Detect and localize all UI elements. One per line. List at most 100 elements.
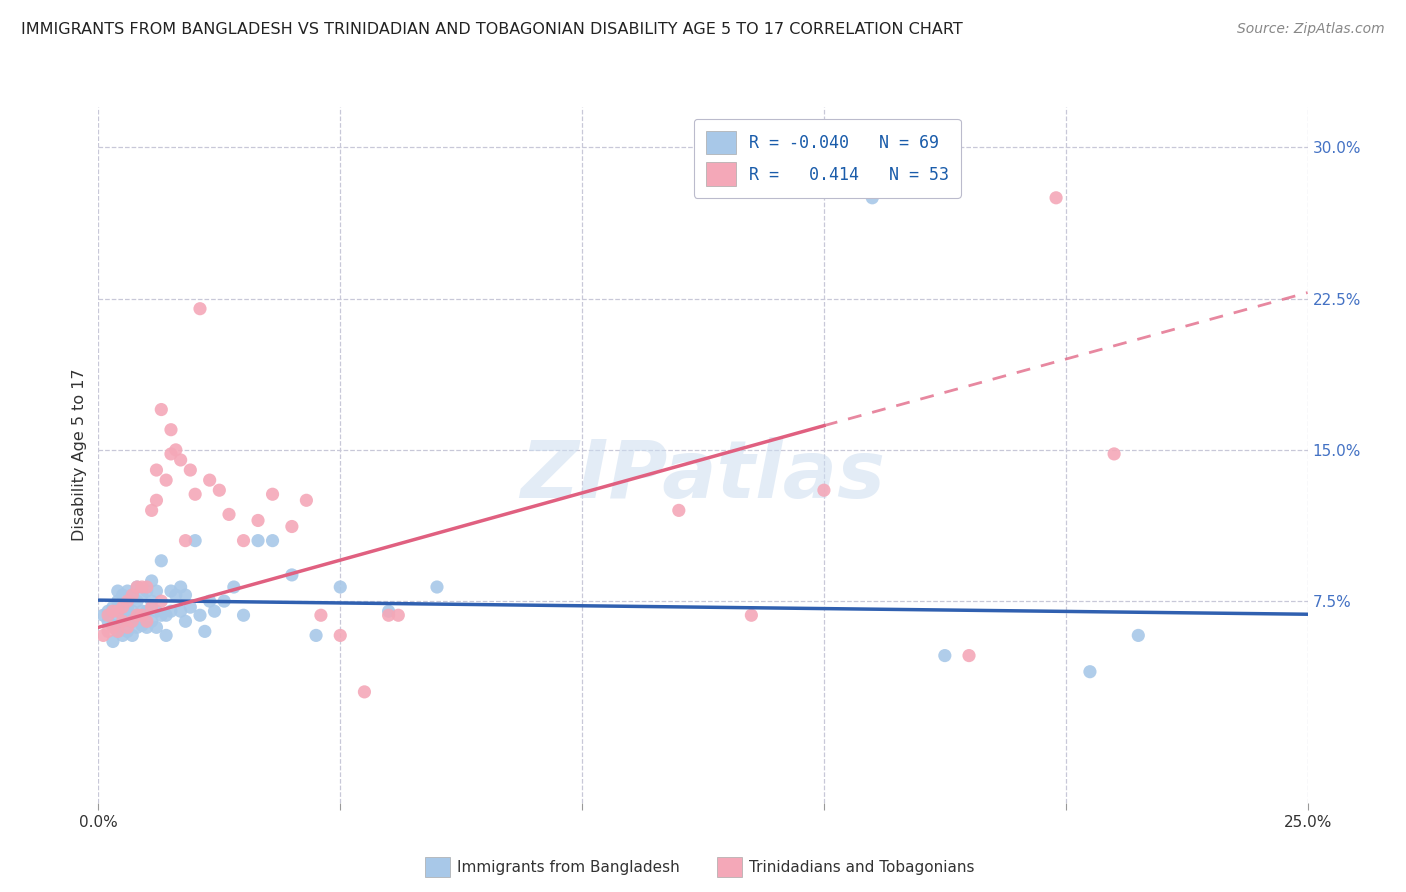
Point (117, 600, 139, 615)
Point (184, 533, 207, 548)
Point (1078, 665, 1101, 679)
Point (131, 580, 153, 594)
Point (131, 604, 153, 618)
Point (101, 604, 124, 618)
Point (97, 604, 120, 618)
Point (155, 628, 177, 642)
Point (111, 615, 134, 629)
Point (101, 618, 124, 632)
Point (121, 588, 143, 602)
Point (305, 628, 328, 642)
Point (377, 608, 399, 623)
Point (247, 513, 270, 527)
Point (1045, 191, 1067, 205)
Point (121, 615, 143, 629)
Point (262, 533, 284, 548)
Point (165, 588, 187, 602)
Point (117, 584, 139, 599)
Point (222, 580, 245, 594)
Point (174, 588, 197, 602)
Point (309, 608, 332, 623)
Point (155, 608, 177, 623)
Y-axis label: Disability Age 5 to 17: Disability Age 5 to 17 (72, 368, 87, 541)
Point (377, 604, 399, 618)
Point (107, 594, 129, 608)
Point (107, 604, 129, 618)
Point (141, 574, 163, 588)
Point (740, 608, 762, 623)
Point (107, 584, 129, 599)
Point (121, 615, 143, 629)
Point (198, 594, 221, 608)
Point (101, 634, 124, 648)
Point (160, 423, 183, 437)
Point (860, 191, 883, 205)
Point (97, 608, 120, 623)
Point (329, 628, 352, 642)
Point (145, 584, 167, 599)
Point (165, 442, 187, 457)
Point (957, 648, 980, 663)
Point (135, 615, 157, 629)
Point (121, 628, 143, 642)
Point (179, 463, 201, 477)
Point (155, 473, 177, 487)
Point (121, 588, 143, 602)
Point (188, 301, 211, 316)
Point (145, 620, 167, 634)
Point (91, 608, 114, 623)
Point (111, 615, 134, 629)
Point (131, 618, 153, 632)
Point (145, 463, 167, 477)
Point (247, 533, 270, 548)
Point (141, 615, 163, 629)
Point (135, 580, 157, 594)
Point (212, 594, 235, 608)
Text: Immigrants from Bangladesh: Immigrants from Bangladesh (457, 860, 679, 874)
Point (160, 604, 183, 618)
Text: IMMIGRANTS FROM BANGLADESH VS TRINIDADIAN AND TOBAGONIAN DISABILITY AGE 5 TO 17 : IMMIGRANTS FROM BANGLADESH VS TRINIDADIA… (21, 22, 963, 37)
Point (127, 608, 149, 623)
Point (353, 685, 375, 699)
Legend: R = -0.040   N = 69, R =   0.414   N = 53: R = -0.040 N = 69, R = 0.414 N = 53 (695, 119, 960, 198)
Point (145, 493, 167, 508)
Point (121, 604, 143, 618)
Point (117, 594, 139, 608)
Point (262, 487, 284, 501)
Point (117, 620, 139, 634)
Point (150, 402, 173, 417)
Point (117, 612, 139, 626)
Point (135, 620, 157, 634)
Point (1102, 447, 1125, 461)
Text: Source: ZipAtlas.com: Source: ZipAtlas.com (1237, 22, 1385, 37)
Point (111, 588, 134, 602)
Point (169, 580, 191, 594)
Point (127, 620, 149, 634)
Point (281, 519, 304, 533)
Text: Trinidadians and Tobagonians: Trinidadians and Tobagonians (749, 860, 974, 874)
Point (150, 594, 173, 608)
Point (97, 624, 120, 639)
Point (208, 483, 231, 498)
Point (145, 604, 167, 618)
Point (198, 473, 221, 487)
Point (117, 624, 139, 639)
Point (111, 604, 134, 618)
Point (169, 453, 191, 467)
Point (426, 580, 449, 594)
Point (107, 608, 129, 623)
Point (150, 554, 173, 568)
Point (204, 604, 226, 618)
Point (281, 568, 304, 582)
Point (141, 600, 163, 615)
Point (218, 508, 240, 522)
Point (135, 604, 157, 618)
Text: ZIPatlas: ZIPatlas (520, 437, 886, 515)
Point (131, 588, 153, 602)
Point (107, 624, 129, 639)
Point (127, 580, 149, 594)
Point (111, 600, 134, 615)
Point (127, 580, 149, 594)
Point (131, 608, 153, 623)
Point (174, 615, 197, 629)
